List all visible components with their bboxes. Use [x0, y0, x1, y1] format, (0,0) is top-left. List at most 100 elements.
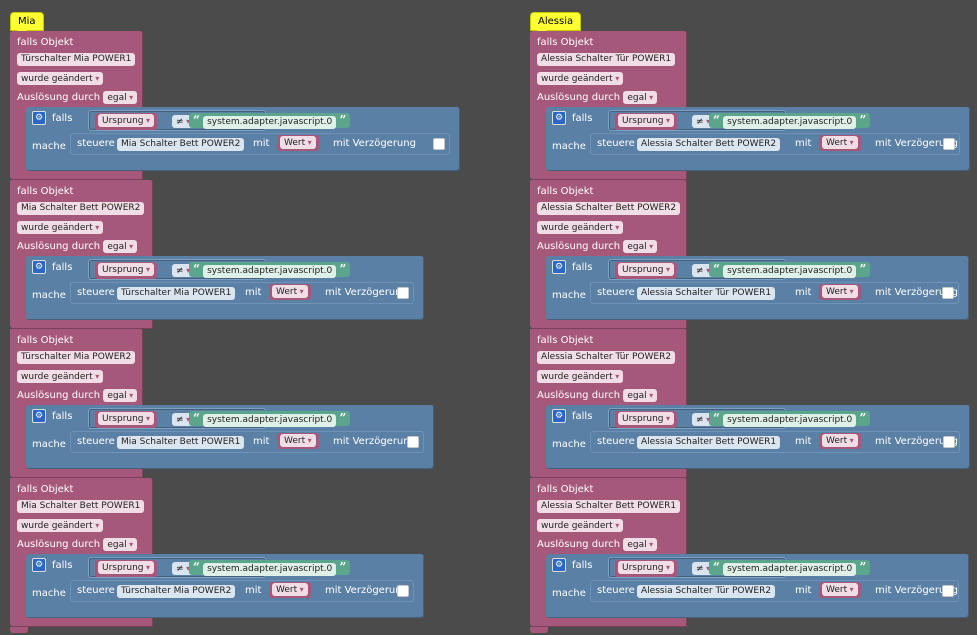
value-block[interactable]: Wert [269, 582, 311, 598]
change-dropdown[interactable]: wurde geändert [537, 519, 624, 532]
source-dropdown[interactable]: Ursprung [98, 114, 155, 127]
string-block[interactable]: “ system.adapter.javascript.0 ” [709, 560, 871, 576]
source-dropdown[interactable]: Ursprung [98, 263, 155, 276]
string-block[interactable]: “ system.adapter.javascript.0 ” [189, 411, 351, 427]
object-id-field[interactable]: Alessia Schalter Tür POWER2 [537, 351, 676, 364]
operator-dropdown[interactable]: ≠ [172, 115, 195, 128]
delay-checkbox[interactable] [942, 585, 954, 597]
value-block[interactable]: Wert [819, 433, 861, 449]
object-id-field[interactable]: Alessia Schalter Bett POWER2 [537, 202, 681, 215]
change-dropdown[interactable]: wurde geändert [17, 519, 104, 532]
source-block[interactable]: Ursprung [95, 113, 158, 130]
trigger-dropdown[interactable]: egal [623, 240, 658, 253]
trigger-block[interactable]: falls Objekt Mia Schalter Bett POWER2 wu… [10, 180, 424, 335]
string-block[interactable]: “ system.adapter.javascript.0 ” [189, 262, 351, 278]
control-target-field[interactable]: Alessia Schalter Tür POWER2 [637, 585, 776, 598]
value-block[interactable]: Wert [269, 284, 311, 300]
control-target-field[interactable]: Mia Schalter Bett POWER1 [117, 436, 245, 449]
if-block[interactable]: ⚙ falls mache Ursprung ≠ “ system.adapte… [546, 405, 970, 469]
value-dropdown[interactable]: Wert [822, 434, 858, 447]
delay-checkbox[interactable] [943, 138, 955, 150]
comment-block[interactable]: Alessia [530, 12, 582, 36]
string-value-field[interactable]: system.adapter.javascript.0 [723, 116, 857, 129]
if-block[interactable]: ⚙ falls mache Ursprung ≠ “ system.adapte… [546, 554, 969, 618]
compare-block[interactable]: Ursprung ≠ “ system.adapter.javascript.0… [608, 557, 871, 578]
control-target-field[interactable]: Türschalter Mia POWER1 [117, 287, 236, 300]
gear-icon[interactable]: ⚙ [32, 409, 46, 423]
operator-dropdown[interactable]: ≠ [172, 413, 195, 426]
gear-icon[interactable]: ⚙ [552, 558, 566, 572]
value-dropdown[interactable]: Wert [822, 583, 858, 596]
string-value-field[interactable]: system.adapter.javascript.0 [203, 414, 337, 427]
change-dropdown[interactable]: wurde geändert [537, 221, 624, 234]
control-block[interactable]: steuere Türschalter Mia POWER2 mit Wert … [70, 580, 414, 602]
operator-dropdown[interactable]: ≠ [172, 562, 195, 575]
change-dropdown[interactable]: wurde geändert [17, 221, 104, 234]
if-block[interactable]: ⚙ falls mache Ursprung ≠ “ system.adapte… [26, 107, 460, 171]
gear-icon[interactable]: ⚙ [32, 260, 46, 274]
value-dropdown[interactable]: Wert [280, 136, 316, 149]
source-block[interactable]: Ursprung [95, 560, 158, 577]
control-target-field[interactable]: Alessia Schalter Bett POWER2 [637, 138, 781, 151]
compare-block[interactable]: Ursprung ≠ “ system.adapter.javascript.0… [88, 110, 351, 131]
delay-checkbox[interactable] [407, 436, 419, 448]
compare-block[interactable]: Ursprung ≠ “ system.adapter.javascript.0… [88, 408, 351, 429]
trigger-block[interactable]: falls Objekt Türschalter Mia POWER1 wurd… [10, 31, 460, 186]
compare-block[interactable]: Ursprung ≠ “ system.adapter.javascript.0… [608, 110, 871, 131]
change-dropdown[interactable]: wurde geändert [17, 370, 104, 383]
trigger-dropdown[interactable]: egal [103, 389, 138, 402]
source-dropdown[interactable]: Ursprung [618, 263, 675, 276]
value-block[interactable]: Wert [277, 433, 319, 449]
gear-icon[interactable]: ⚙ [32, 558, 46, 572]
compare-block[interactable]: Ursprung ≠ “ system.adapter.javascript.0… [608, 259, 871, 280]
control-block[interactable]: steuere Alessia Schalter Tür POWER1 mit … [590, 282, 959, 304]
string-value-field[interactable]: system.adapter.javascript.0 [203, 563, 337, 576]
value-dropdown[interactable]: Wert [822, 285, 858, 298]
operator-dropdown[interactable]: ≠ [692, 413, 715, 426]
comment-block[interactable]: Mia [10, 12, 44, 36]
control-block[interactable]: steuere Mia Schalter Bett POWER1 mit Wer… [70, 431, 424, 453]
source-block[interactable]: Ursprung [95, 411, 158, 428]
trigger-block[interactable]: falls Objekt Türschalter Mia POWER2 wurd… [10, 329, 434, 484]
gear-icon[interactable]: ⚙ [32, 111, 46, 125]
control-block[interactable]: steuere Mia Schalter Bett POWER2 mit Wer… [70, 133, 450, 155]
delay-checkbox[interactable] [433, 138, 445, 150]
change-dropdown[interactable]: wurde geändert [537, 370, 624, 383]
trigger-dropdown[interactable]: egal [623, 538, 658, 551]
operator-dropdown[interactable]: ≠ [172, 264, 195, 277]
string-block[interactable]: “ system.adapter.javascript.0 ” [189, 113, 351, 129]
source-block[interactable]: Ursprung [615, 560, 678, 577]
trigger-block[interactable]: falls Objekt Alessia Schalter Bett POWER… [530, 478, 969, 633]
trigger-dropdown[interactable]: egal [623, 389, 658, 402]
object-id-field[interactable]: Türschalter Mia POWER2 [17, 351, 136, 364]
change-dropdown[interactable]: wurde geändert [537, 72, 624, 85]
source-block[interactable]: Ursprung [615, 113, 678, 130]
delay-checkbox[interactable] [397, 585, 409, 597]
operator-dropdown[interactable]: ≠ [692, 115, 715, 128]
string-block[interactable]: “ system.adapter.javascript.0 ” [709, 262, 871, 278]
delay-checkbox[interactable] [942, 287, 954, 299]
compare-block[interactable]: Ursprung ≠ “ system.adapter.javascript.0… [88, 557, 351, 578]
if-block[interactable]: ⚙ falls mache Ursprung ≠ “ system.adapte… [26, 405, 434, 469]
trigger-block[interactable]: falls Objekt Mia Schalter Bett POWER1 wu… [10, 478, 424, 633]
gear-icon[interactable]: ⚙ [552, 111, 566, 125]
gear-icon[interactable]: ⚙ [552, 409, 566, 423]
string-block[interactable]: “ system.adapter.javascript.0 ” [709, 411, 871, 427]
string-block[interactable]: “ system.adapter.javascript.0 ” [709, 113, 871, 129]
trigger-block[interactable]: falls Objekt Alessia Schalter Bett POWER… [530, 180, 969, 335]
string-block[interactable]: “ system.adapter.javascript.0 ” [189, 560, 351, 576]
control-target-field[interactable]: Alessia Schalter Tür POWER1 [637, 287, 776, 300]
control-target-field[interactable]: Mia Schalter Bett POWER2 [117, 138, 245, 151]
trigger-block[interactable]: falls Objekt Alessia Schalter Tür POWER1… [530, 31, 970, 186]
delay-checkbox[interactable] [943, 436, 955, 448]
value-block[interactable]: Wert [819, 284, 861, 300]
value-block[interactable]: Wert [819, 582, 861, 598]
compare-block[interactable]: Ursprung ≠ “ system.adapter.javascript.0… [608, 408, 871, 429]
trigger-block[interactable]: falls Objekt Alessia Schalter Tür POWER2… [530, 329, 970, 484]
source-dropdown[interactable]: Ursprung [618, 412, 675, 425]
trigger-dropdown[interactable]: egal [103, 91, 138, 104]
control-block[interactable]: steuere Alessia Schalter Bett POWER2 mit… [590, 133, 960, 155]
string-value-field[interactable]: system.adapter.javascript.0 [723, 265, 857, 278]
value-block[interactable]: Wert [277, 135, 319, 151]
source-dropdown[interactable]: Ursprung [98, 561, 155, 574]
